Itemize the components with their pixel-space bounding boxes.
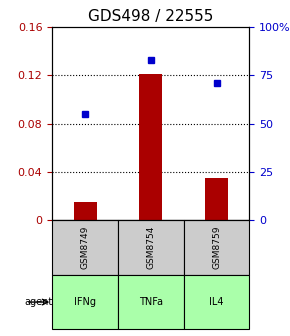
- Text: agent: agent: [24, 297, 52, 307]
- Text: TNFa: TNFa: [139, 297, 163, 307]
- FancyBboxPatch shape: [52, 220, 118, 275]
- FancyBboxPatch shape: [118, 220, 184, 275]
- Bar: [74, 202, 97, 220]
- FancyBboxPatch shape: [184, 220, 249, 275]
- Text: IFNg: IFNg: [74, 297, 96, 307]
- Text: IL4: IL4: [209, 297, 224, 307]
- Text: GSM8754: GSM8754: [146, 226, 155, 269]
- Text: GSM8749: GSM8749: [81, 226, 90, 269]
- Title: GDS498 / 22555: GDS498 / 22555: [88, 9, 213, 24]
- FancyBboxPatch shape: [118, 275, 184, 329]
- Bar: [205, 178, 228, 220]
- Text: GSM8759: GSM8759: [212, 226, 221, 269]
- FancyBboxPatch shape: [184, 275, 249, 329]
- Bar: [139, 74, 162, 220]
- FancyBboxPatch shape: [52, 275, 118, 329]
